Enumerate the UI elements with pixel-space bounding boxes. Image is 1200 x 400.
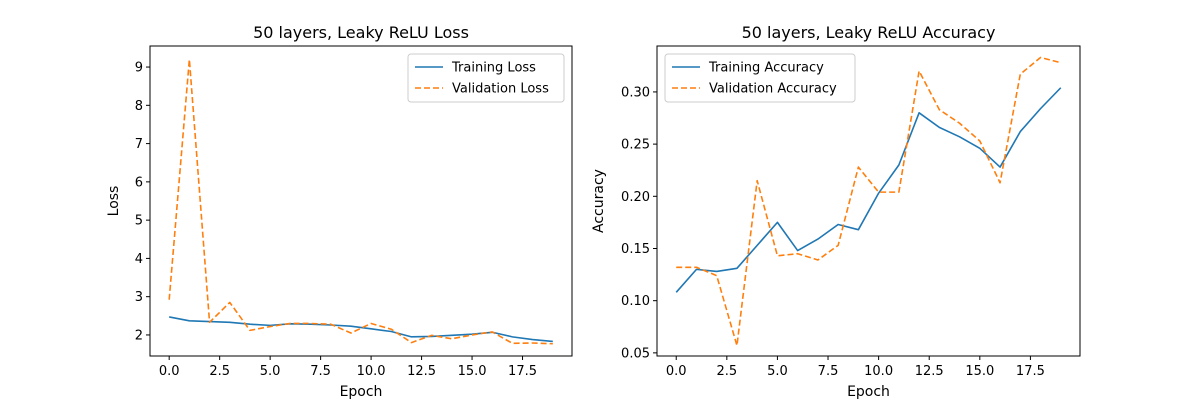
loss-legend-label: Training Loss (451, 61, 536, 76)
loss-x-tick-label: 10.0 (357, 364, 386, 379)
accuracy-legend-label: Validation Accuracy (709, 82, 837, 97)
loss-x-tick-label: 17.5 (508, 364, 537, 379)
loss-panel: 50 layers, Leaky ReLU Loss Epoch Loss 0.… (106, 23, 573, 400)
accuracy-panel: 50 layers, Leaky ReLU Accuracy Epoch Acc… (591, 23, 1081, 400)
accuracy-x-tick-label: 7.5 (818, 364, 839, 379)
accuracy-x-tick-label: 12.5 (915, 364, 944, 379)
accuracy-x-tick-label: 0.0 (666, 364, 687, 379)
accuracy-y-tick-label: 0.30 (621, 85, 650, 100)
loss-y-axis-label: Loss (106, 186, 122, 217)
accuracy-y-tick-label: 0.05 (621, 346, 650, 361)
loss-axes-frame (149, 45, 573, 357)
accuracy-y-axis-label: Accuracy (591, 169, 607, 233)
accuracy-axes-frame (656, 45, 1081, 357)
loss-y-tick-label: 8 (135, 99, 143, 114)
accuracy-x-tick-label: 15.0 (965, 364, 994, 379)
accuracy-legend: Training Accuracy Validation Accuracy (664, 53, 856, 103)
accuracy-y-tick-label: 0.15 (621, 242, 650, 257)
loss-legend: Training Loss Validation Loss (407, 53, 565, 103)
accuracy-x-tick-label: 10.0 (864, 364, 893, 379)
accuracy-y-tick-label: 0.25 (621, 138, 650, 153)
accuracy-x-tick-label: 17.5 (1016, 364, 1045, 379)
accuracy-plot-marks (675, 56, 1062, 347)
loss-y-tick-label: 5 (135, 214, 143, 229)
accuracy-legend-label: Training Accuracy (708, 61, 824, 76)
loss-x-tick-label: 15.0 (458, 364, 487, 379)
loss-y-tick-label: 2 (135, 328, 143, 343)
loss-chart-title: 50 layers, Leaky ReLU Loss (253, 23, 469, 42)
loss-x-tick-label: 12.5 (407, 364, 436, 379)
accuracy-chart-title: 50 layers, Leaky ReLU Accuracy (742, 23, 996, 42)
accuracy-x-tick-label: 2.5 (716, 364, 737, 379)
loss-series-training-loss (169, 316, 553, 343)
loss-x-axis-label: Epoch (340, 384, 383, 400)
loss-y-tick-label: 6 (135, 175, 143, 190)
loss-x-tick-label: 0.0 (159, 364, 180, 379)
accuracy-series-validation-accuracy (676, 56, 1061, 347)
loss-y-tick-label: 7 (135, 137, 143, 152)
loss-y-tick-label: 3 (135, 290, 143, 305)
loss-axis-ticks: 0.0 2.5 5.0 7.5 10.0 12.5 15.0 17.5 2 3 4 5 6 7 8 9 (135, 61, 537, 379)
loss-y-tick-label: 9 (135, 61, 143, 76)
accuracy-series-training-accuracy (675, 87, 1062, 293)
loss-x-tick-label: 2.5 (209, 364, 230, 379)
loss-legend-label: Validation Loss (452, 82, 549, 97)
accuracy-axis-ticks: 0.0 2.5 5.0 7.5 10.0 12.5 15.0 17.5 0.05 0.10 0.15… (621, 85, 1045, 379)
accuracy-legend-box (664, 53, 856, 103)
loss-y-tick-label: 4 (135, 252, 143, 267)
accuracy-x-tick-label: 5.0 (767, 364, 788, 379)
loss-legend-box (407, 53, 565, 103)
accuracy-y-tick-label: 0.20 (621, 190, 650, 205)
loss-x-tick-label: 5.0 (260, 364, 281, 379)
loss-x-tick-label: 7.5 (310, 364, 331, 379)
loss-plot-marks (168, 58, 553, 345)
accuracy-y-tick-label: 0.10 (621, 294, 650, 309)
accuracy-x-axis-label: Epoch (847, 384, 890, 400)
